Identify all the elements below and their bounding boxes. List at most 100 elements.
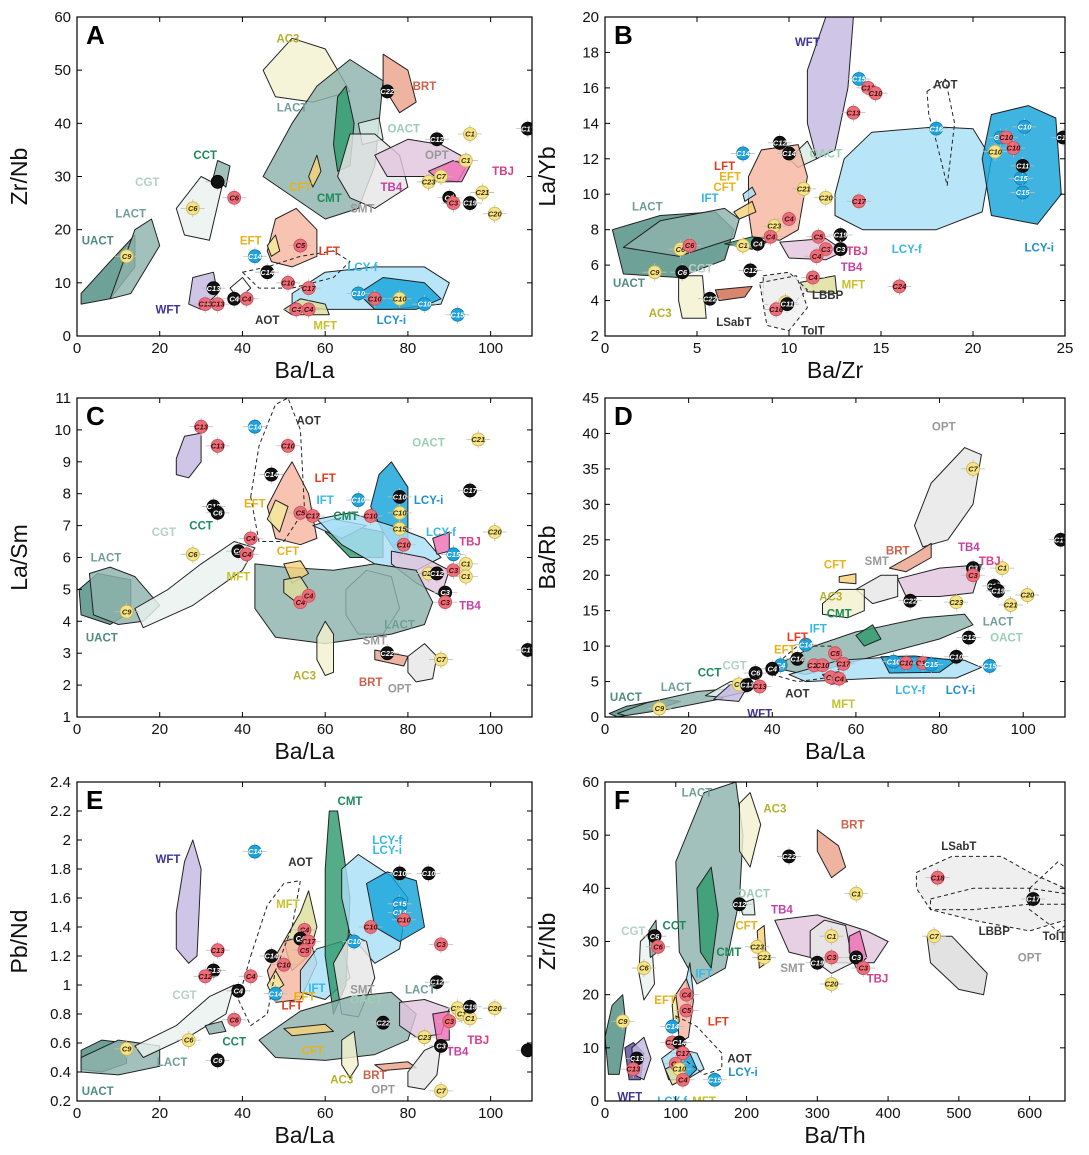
- y-tick-label: 15: [582, 603, 599, 620]
- sample-marker: C22: [375, 644, 400, 663]
- sample-label: C3: [436, 1042, 446, 1051]
- sample-marker: C10: [994, 128, 1019, 147]
- field-label: EFT: [244, 498, 266, 510]
- field-label: LCY-i: [377, 315, 406, 327]
- sample-label: C10: [949, 652, 964, 661]
- field-label: CCT: [698, 667, 722, 679]
- field-label: AOT: [727, 1053, 751, 1065]
- field-label: TBJ: [846, 246, 868, 258]
- y-tick-label: 1.2: [50, 948, 71, 965]
- sample-marker: C19: [457, 997, 482, 1016]
- sample-label: C13: [211, 300, 226, 309]
- plot-area: C7C17C3C3C1C12C19C20C21C22C23C12C14C14C4…: [608, 421, 1065, 717]
- sample-label: C21: [797, 185, 811, 194]
- field-label: LFT: [282, 1000, 303, 1012]
- sample-label: C12: [430, 569, 445, 578]
- field-label: LSabT: [716, 317, 751, 329]
- sample-marker: C3: [433, 593, 458, 612]
- field-label: OPT: [425, 150, 449, 162]
- field-label: EFT: [294, 992, 316, 1004]
- sample-label: C9: [122, 1044, 132, 1053]
- field-label: IFT: [701, 193, 718, 205]
- sample-marker: C3: [441, 194, 466, 213]
- x-tick-label: 15: [873, 340, 890, 357]
- field-label: TB4: [447, 1047, 469, 1059]
- sample-label: C13: [753, 682, 768, 691]
- sample-marker: C15: [977, 656, 1002, 675]
- sample-marker: C10: [944, 647, 969, 666]
- x-tick-label: 60: [848, 721, 865, 738]
- x-tick-label: 40: [234, 1105, 251, 1122]
- field-label: CGT: [152, 527, 176, 539]
- x-axis: 0 20 40 60 80 100: [73, 782, 503, 1122]
- field-label: MFT: [692, 1096, 716, 1108]
- sample-marker: C3: [441, 561, 466, 580]
- sample-marker: C10: [1012, 117, 1037, 136]
- sample-marker: C4: [777, 210, 801, 229]
- sample-marker: C15: [846, 70, 871, 89]
- sample-label: C10: [281, 441, 296, 450]
- field-label: BRT: [841, 820, 865, 832]
- sample-marker: C19: [986, 581, 1011, 600]
- field-label: LFT: [315, 473, 336, 485]
- field-label: TBJ: [467, 1035, 489, 1047]
- sample-label: C10: [393, 294, 408, 303]
- field-label: CMT: [333, 511, 358, 523]
- sample-marker: C3: [437, 1012, 462, 1031]
- y-tick-label: 60: [54, 9, 71, 26]
- field-label: CGT: [689, 264, 713, 276]
- x-tick-label: 0: [601, 340, 609, 357]
- y-tick-label: 0: [63, 328, 71, 345]
- sample-marker: C6: [180, 199, 205, 218]
- plot-frame: [604, 397, 1066, 718]
- field-cft: [733, 200, 757, 220]
- sample-marker: C17: [296, 279, 321, 298]
- sample-label: C6: [213, 508, 223, 517]
- sample-marker: C17: [846, 192, 871, 211]
- sample-label: C22: [782, 852, 797, 861]
- sample-marker: C10: [810, 656, 835, 675]
- sample-label: C12: [198, 972, 213, 981]
- sample-label: C10: [347, 937, 362, 946]
- sample-marker: C4: [800, 268, 825, 287]
- sample-label: C10: [916, 659, 931, 668]
- sample-label: C4: [234, 547, 244, 556]
- sample-marker: C13: [205, 295, 230, 314]
- field-eft: [266, 234, 281, 257]
- sample-label: C4: [776, 661, 786, 670]
- sample-marker: C4: [670, 1070, 695, 1089]
- sample-label: C20: [825, 980, 840, 989]
- sample-label: C13: [630, 1054, 645, 1063]
- sample-marker: C7: [429, 650, 453, 669]
- x-tick-label: 80: [400, 721, 417, 738]
- sample-label: C1: [465, 1014, 475, 1023]
- sample-label: C22: [380, 87, 395, 96]
- sample-label: C3: [449, 199, 459, 208]
- y-axis-label: Zr/Nb: [534, 913, 560, 971]
- field-label: LFT: [787, 632, 808, 644]
- sample-label: C9: [618, 1017, 628, 1026]
- sample-marker: C6: [205, 503, 230, 522]
- y-tick-label: 2: [63, 677, 71, 694]
- sample-label: C1: [461, 572, 471, 581]
- x-tick-label: 5: [693, 340, 701, 357]
- field-label: BRT: [413, 81, 437, 93]
- x-axis: 0 5 10 15 20 25: [601, 17, 1073, 357]
- field-label: EFT: [774, 645, 796, 657]
- sample-marker: C6: [176, 1031, 201, 1050]
- sample-label: C23: [422, 177, 437, 186]
- sample-marker: C1: [453, 151, 478, 170]
- sample-marker: C18: [925, 868, 950, 887]
- field-label: TB4: [841, 262, 863, 274]
- sample-marker: C16: [924, 119, 949, 138]
- sample-marker: C10: [416, 864, 441, 883]
- sample-label: C22: [703, 294, 718, 303]
- sample-label: C13: [626, 1065, 641, 1074]
- field-label: CMT: [338, 796, 363, 808]
- sample-label: C20: [488, 528, 503, 537]
- field-label: TBJ: [459, 537, 481, 549]
- field-label: OACT: [810, 148, 843, 160]
- y-axis-label: Pb/Nd: [6, 910, 32, 974]
